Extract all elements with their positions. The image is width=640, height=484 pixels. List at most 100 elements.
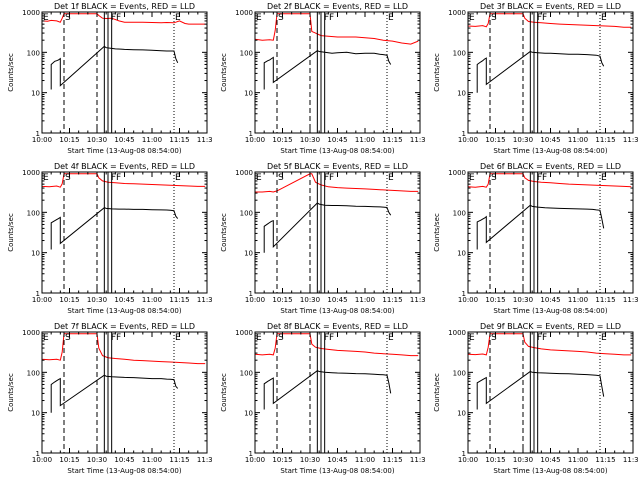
x-tick-label: 11:15 [595,296,615,304]
x-tick-label: 11:30 [623,296,639,304]
x-tick-label: 11:00 [568,296,588,304]
annotation-label: S [65,13,71,23]
x-tick-label: 10:30 [87,136,107,144]
annotation-label: E [388,333,394,343]
y-tick-label: 100 [27,209,40,217]
annotation-label: S [491,173,497,183]
panel-det-9f: Det 9f BLACK = Events, RED = LLD E S FF E 1 10… [426,320,640,480]
annotation-label: FF [111,13,121,23]
x-tick-label: 10:15 [272,296,292,304]
x-tick-label: 11:15 [595,136,615,144]
x-tick-label: 10:00 [245,456,265,464]
y-tick-label: 1 [249,130,253,138]
x-tick-label: 10:00 [245,296,265,304]
y-tick-label: 1000 [22,9,40,17]
annotation-label: E [469,173,475,183]
annotation-label: E [175,333,181,343]
y-tick-label: 1 [249,290,253,298]
x-tick-label: 10:45 [540,456,560,464]
y-tick-label: 1 [462,290,466,298]
y-tick-label: 1000 [235,9,253,17]
series-line-events [263,202,392,253]
y-tick-label: 10 [244,410,253,418]
annotation-label: E [601,173,607,183]
y-tick-label: 1000 [448,329,466,337]
x-tick-label: 11:00 [568,136,588,144]
annotation-label: FF [324,173,334,183]
series-line-events [50,374,179,413]
y-tick-label: 1000 [22,329,40,337]
chart-title: Det 1f BLACK = Events, RED = LLD [54,2,195,11]
x-tick-label: 10:15 [272,136,292,144]
x-tick-label: 11:30 [623,136,639,144]
x-tick-label: 11:00 [142,456,162,464]
annotation-label: E [469,13,475,23]
chart-title: Det 5f BLACK = Events, RED = LLD [267,162,408,171]
series-line-events [263,370,392,410]
y-tick-label: 1000 [448,169,466,177]
x-tick-label: 11:30 [197,456,213,464]
plot-frame [254,11,421,134]
x-tick-label: 11:00 [355,296,375,304]
annotation-label: E [601,13,607,23]
annotation-label: E [388,173,394,183]
y-tick-label: 100 [27,369,40,377]
x-tick-label: 11:00 [568,456,588,464]
x-tick-label: 10:45 [114,296,134,304]
y-tick-label: 100 [453,49,466,57]
x-tick-label: 10:00 [458,136,478,144]
x-tick-label: 10:30 [300,136,320,144]
annotation-label: FF [537,173,547,183]
annotation-label: E [601,333,607,343]
x-tick-label: 10:15 [59,456,79,464]
x-tick-label: 10:45 [114,136,134,144]
y-tick-label: 100 [453,369,466,377]
series-line-events [476,370,605,410]
y-axis-label: Counts/sec [220,373,228,412]
y-axis-label: Counts/sec [433,53,441,92]
annotation-label: FF [537,13,547,23]
plot-frame [467,171,634,294]
panel-det-4f: Det 4f BLACK = Events, RED = LLD E S FF E 1 10… [0,160,217,320]
chart-title: Det 6f BLACK = Events, RED = LLD [480,162,621,171]
y-tick-label: 1 [36,130,40,138]
x-tick-label: 10:45 [540,296,560,304]
series-line-events [50,207,179,250]
x-tick-label: 10:00 [458,296,478,304]
annotation-label: FF [111,333,121,343]
x-axis-label: Start Time (13-Aug-08 08:54:00) [493,147,607,155]
x-tick-label: 11:15 [382,136,402,144]
panel-det-7f: Det 7f BLACK = Events, RED = LLD E S FF E 1 10… [0,320,217,480]
x-tick-label: 10:45 [540,136,560,144]
annotation-label: FF [324,333,334,343]
panel-det-8f: Det 8f BLACK = Events, RED = LLD E S FF E 1 10… [213,320,430,480]
chart-title: Det 4f BLACK = Events, RED = LLD [54,162,195,171]
series-line-lld [42,13,206,25]
series-line-events [476,204,605,250]
y-tick-label: 10 [31,250,40,258]
annotation-label: E [175,13,181,23]
annotation-label: S [65,173,71,183]
x-axis-label: Start Time (13-Aug-08 08:54:00) [280,307,394,315]
x-tick-label: 11:15 [169,136,189,144]
y-tick-label: 10 [457,250,466,258]
x-tick-label: 11:15 [595,456,615,464]
x-tick-label: 10:15 [59,136,79,144]
x-tick-label: 10:30 [513,136,533,144]
x-tick-label: 10:15 [272,456,292,464]
annotation-label: E [43,173,49,183]
annotation-label: E [175,173,181,183]
annotation-label: FF [111,173,121,183]
y-tick-label: 1 [249,450,253,458]
y-axis-label: Counts/sec [7,53,15,92]
annotation-label: E [388,13,394,23]
y-tick-label: 100 [240,49,253,57]
chart-title: Det 3f BLACK = Events, RED = LLD [480,2,621,11]
x-axis-label: Start Time (13-Aug-08 08:54:00) [67,307,181,315]
y-axis-label: Counts/sec [220,213,228,252]
